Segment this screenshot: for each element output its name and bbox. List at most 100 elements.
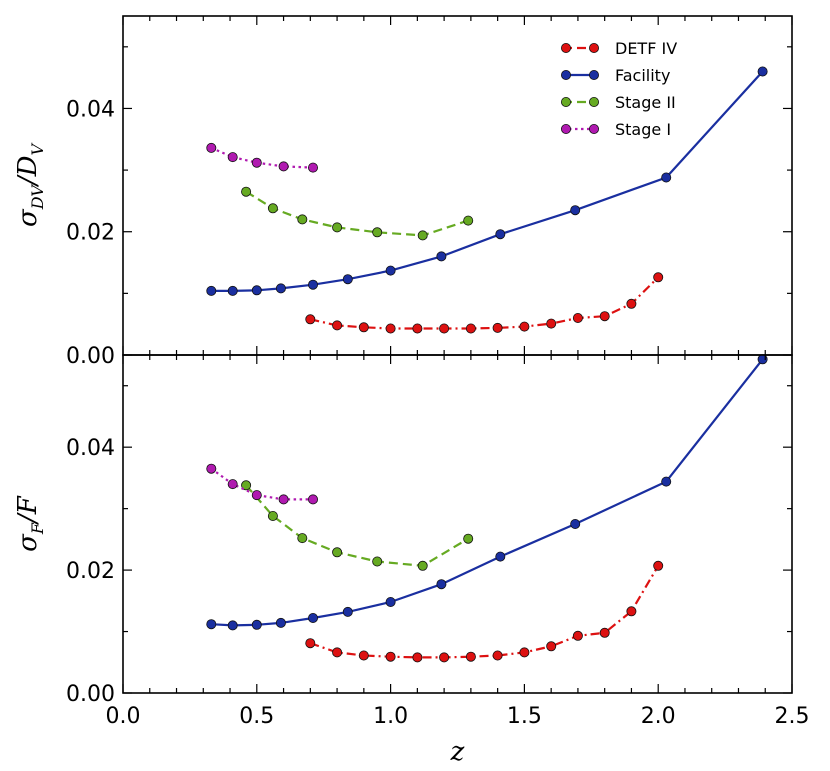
xtick-label: 0.5 — [239, 704, 274, 729]
top-frame — [122, 15, 793, 356]
legend-marker — [589, 70, 600, 81]
bottom-point-facility — [307, 613, 318, 624]
bottom-point-detf-iv — [305, 638, 316, 649]
top-point-detf-iv — [546, 318, 557, 329]
bottom-point-stage-i — [278, 494, 289, 505]
top-point-stage-i — [278, 161, 289, 172]
xtick-label: 0.0 — [106, 704, 141, 729]
bottom-point-detf-iv — [572, 630, 583, 641]
bottom-series-line-detf-iv — [309, 565, 660, 659]
top-panel: 0.00 0.02 0.04 σDV/DV — [13, 15, 793, 369]
bottom-y-axis-label: σF/F — [13, 495, 47, 552]
bottom-panel: 0.00 0.02 0.04 0.0 0.5 1.0 1.5 2.0 2.5 z σF/F — [13, 354, 810, 767]
top-point-detf-iv — [653, 272, 664, 283]
top-series-line-stage-i — [210, 146, 314, 169]
top-point-detf-iv — [412, 323, 423, 334]
bottom-point-detf-iv — [358, 650, 369, 661]
top-point-facility — [275, 283, 286, 294]
x-axis-label: z — [450, 737, 465, 767]
top-point-facility — [570, 205, 581, 216]
top-point-detf-iv — [465, 323, 476, 334]
bottom-point-stage-ii — [297, 533, 308, 544]
bottom-ytick-label: 0.00 — [66, 682, 115, 707]
top-point-detf-iv — [439, 323, 450, 334]
top-y-axis-label: σDV/DV — [13, 143, 47, 227]
legend-label: DETF IV — [615, 39, 677, 58]
top-point-detf-iv — [332, 320, 343, 331]
bottom-point-detf-iv — [439, 652, 450, 663]
bottom-point-detf-iv — [332, 647, 343, 658]
bottom-point-detf-iv — [599, 627, 610, 638]
top-point-detf-iv — [358, 322, 369, 333]
bottom-frame — [122, 354, 793, 694]
legend-label: Stage II — [615, 93, 676, 112]
legend-marker — [589, 43, 600, 54]
bottom-point-detf-iv — [412, 652, 423, 663]
bottom-point-stage-ii — [241, 480, 252, 491]
bottom-point-stage-i — [227, 479, 238, 490]
legend-marker — [561, 70, 572, 81]
top-series-line-stage-ii — [245, 190, 469, 237]
legend-label: Stage I — [615, 120, 671, 139]
top-point-detf-iv — [519, 321, 530, 332]
bottom-point-stage-ii — [417, 560, 428, 571]
xtick-label: 2.0 — [641, 704, 676, 729]
top-point-stage-ii — [372, 227, 383, 238]
top-point-stage-ii — [241, 186, 252, 197]
top-ytick-label: 0.04 — [66, 97, 115, 122]
top-point-facility — [495, 229, 506, 240]
top-point-stage-ii — [332, 222, 343, 233]
top-point-detf-iv — [492, 322, 503, 333]
top-point-stage-i — [251, 157, 262, 168]
top-point-stage-ii — [417, 230, 428, 241]
legend-marker — [561, 124, 572, 135]
top-point-facility — [251, 285, 262, 296]
bottom-point-detf-iv — [546, 641, 557, 652]
top-point-facility — [342, 274, 353, 285]
top-point-stage-ii — [297, 214, 308, 225]
bottom-ytick-label: 0.04 — [66, 436, 115, 461]
bottom-point-facility — [436, 579, 447, 590]
top-ytick-label: 0.00 — [66, 344, 115, 369]
top-point-stage-i — [206, 142, 217, 153]
bottom-point-facility — [206, 619, 217, 630]
bottom-point-detf-iv — [653, 560, 664, 571]
top-point-stage-i — [227, 152, 238, 163]
legend-marker — [589, 97, 600, 108]
bottom-point-detf-iv — [626, 606, 637, 617]
legend-marker — [561, 97, 572, 108]
bottom-point-stage-i — [251, 490, 262, 501]
bottom-point-stage-i — [307, 494, 318, 505]
legend-marker — [561, 43, 572, 54]
top-point-facility — [436, 251, 447, 262]
bottom-point-detf-iv — [492, 650, 503, 661]
bottom-series-line-stage-i — [210, 467, 313, 501]
legend-label: Facility — [615, 66, 670, 85]
bottom-point-facility — [342, 606, 353, 617]
bottom-point-stage-ii — [463, 533, 474, 544]
top-point-detf-iv — [572, 312, 583, 323]
bottom-point-detf-iv — [465, 651, 476, 662]
bottom-point-facility — [385, 597, 396, 608]
top-ytick-label: 0.02 — [66, 221, 115, 246]
top-point-facility — [757, 66, 768, 77]
bottom-point-facility — [251, 619, 262, 630]
bottom-point-facility — [495, 551, 506, 562]
xtick-label: 2.5 — [775, 704, 810, 729]
bottom-point-stage-ii — [372, 556, 383, 567]
xtick-label: 1.5 — [507, 704, 542, 729]
legend: DETF IV Facility Stage II Stage I — [561, 39, 677, 139]
top-point-stage-ii — [463, 215, 474, 226]
bottom-point-stage-i — [206, 463, 217, 474]
top-point-detf-iv — [599, 311, 610, 322]
bottom-ytick-label: 0.02 — [66, 559, 115, 584]
top-point-facility — [661, 172, 672, 183]
bottom-point-detf-iv — [385, 651, 396, 662]
top-point-facility — [206, 285, 217, 296]
bottom-point-stage-ii — [267, 510, 278, 521]
top-point-facility — [307, 279, 318, 290]
xtick-label: 1.0 — [373, 704, 408, 729]
top-point-facility — [227, 285, 238, 296]
legend-marker — [589, 124, 600, 135]
